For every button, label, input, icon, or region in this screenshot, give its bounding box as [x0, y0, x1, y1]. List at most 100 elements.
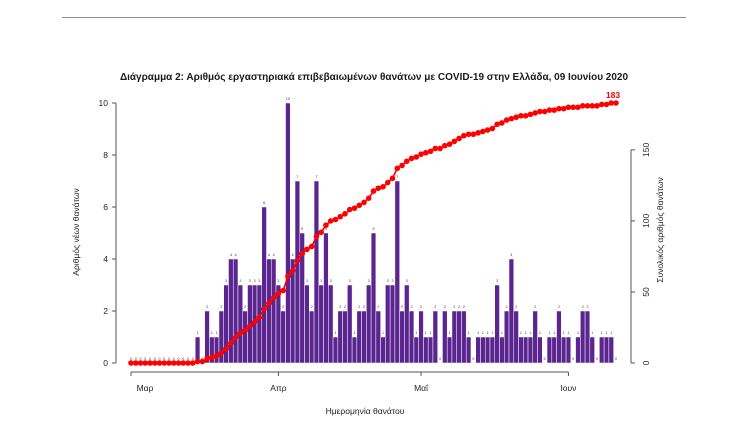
bar-value-label: 2 — [444, 305, 446, 309]
cumulative-point — [185, 360, 191, 366]
cumulative-point — [518, 112, 524, 119]
cumulative-point — [551, 107, 557, 113]
bar-value-label: 0 — [154, 357, 156, 361]
bar-value-label: 1 — [468, 331, 470, 335]
cumulative-point — [589, 103, 596, 109]
cumulative-point — [508, 115, 515, 122]
bar-value-label: 0 — [615, 357, 617, 361]
cumulative-point — [480, 128, 486, 135]
bar — [309, 310, 315, 364]
bar-value-label: 3 — [258, 279, 260, 283]
bar — [408, 310, 415, 364]
bar — [204, 310, 210, 364]
bar-value-label: 2 — [420, 305, 422, 309]
cumulative-point — [494, 121, 500, 128]
bar-value-label: 1 — [197, 331, 199, 335]
cumulative-point — [451, 138, 458, 145]
bar — [499, 336, 505, 364]
cumulative-point — [128, 360, 134, 366]
bar-value-label: 1 — [415, 331, 417, 335]
bar-value-label: 2 — [558, 305, 560, 309]
bar-value-label: 2 — [434, 305, 436, 309]
cumulative-point — [418, 151, 424, 157]
bar — [375, 310, 381, 364]
bar-value-label: 1 — [353, 331, 355, 335]
cumulative-point — [403, 158, 410, 165]
bar — [323, 232, 329, 364]
bar-value-label: 1 — [477, 331, 479, 335]
bar — [275, 284, 282, 364]
cumulative-point — [337, 213, 344, 220]
bar-value-label: 1 — [430, 331, 432, 335]
bar — [261, 206, 267, 364]
bar-value-label: 6 — [263, 201, 265, 205]
left-tick-label: 8 — [103, 150, 108, 160]
cumulative-point — [556, 105, 562, 112]
cumulative-point — [470, 131, 477, 138]
axes — [115, 103, 632, 373]
cumulative-point — [147, 360, 153, 366]
bar-value-label: 2 — [586, 305, 588, 309]
cumulative-point — [541, 108, 548, 115]
cumulative-point — [313, 233, 320, 240]
bar — [351, 336, 358, 364]
cumulative-point — [166, 360, 172, 366]
left-tick-label: 2 — [103, 306, 108, 316]
bar-value-label: 5 — [325, 227, 327, 231]
cumulative-point — [608, 100, 615, 106]
bar-value-label: 3 — [225, 279, 227, 283]
page-top-rule — [62, 17, 686, 18]
bar — [413, 336, 419, 364]
cumulative-point — [437, 145, 443, 152]
bar-value-label: 0 — [544, 357, 546, 361]
cumulative-point — [456, 135, 462, 142]
bar — [489, 336, 495, 364]
bar — [328, 284, 334, 364]
bar — [504, 310, 510, 364]
left-tick-label: 0 — [103, 358, 108, 368]
bar — [446, 336, 453, 364]
bar-series — [194, 102, 614, 364]
bar — [508, 258, 515, 364]
cumulative-point — [251, 319, 258, 325]
cumulative-point — [161, 360, 168, 366]
bar-value-label: 0 — [472, 357, 474, 361]
bar — [385, 284, 391, 364]
bar-value-label: 2 — [311, 305, 313, 309]
cumulative-point — [190, 360, 196, 366]
bar — [356, 310, 362, 364]
bar-value-label: 4 — [273, 253, 275, 257]
bar-value-label: 1 — [539, 331, 541, 335]
bar-value-label: 0 — [168, 357, 170, 361]
bar-value-label: 2 — [534, 305, 536, 309]
bar — [290, 258, 296, 364]
final-total-label: 183 — [606, 90, 620, 100]
bar — [418, 310, 424, 364]
bar-value-label: 2 — [377, 305, 379, 309]
cumulative-point — [389, 175, 396, 182]
bar — [480, 336, 486, 364]
bar — [404, 284, 410, 364]
bar — [380, 336, 386, 364]
bar-value-label: 2 — [282, 305, 284, 309]
cumulative-point — [594, 103, 600, 109]
cumulative-point — [175, 360, 182, 366]
bar-value-label: 3 — [392, 279, 394, 283]
bar-value-label: 0 — [178, 357, 180, 361]
bar — [537, 336, 543, 364]
cumulative-point — [280, 287, 286, 294]
bar-value-label: 2 — [363, 305, 365, 309]
cumulative-point — [266, 300, 272, 307]
bar-value-label: 1 — [491, 331, 493, 335]
bar — [546, 336, 553, 364]
bar — [484, 336, 491, 364]
bar — [389, 284, 396, 364]
right-tick-label: 50 — [641, 287, 651, 297]
cumulative-point — [603, 101, 610, 108]
cumulative-point — [228, 340, 234, 346]
bar-value-label: 3 — [320, 279, 322, 283]
bar — [228, 258, 234, 364]
cumulative-point — [527, 111, 534, 118]
cumulative-point — [522, 112, 529, 119]
cumulative-point — [475, 130, 481, 136]
